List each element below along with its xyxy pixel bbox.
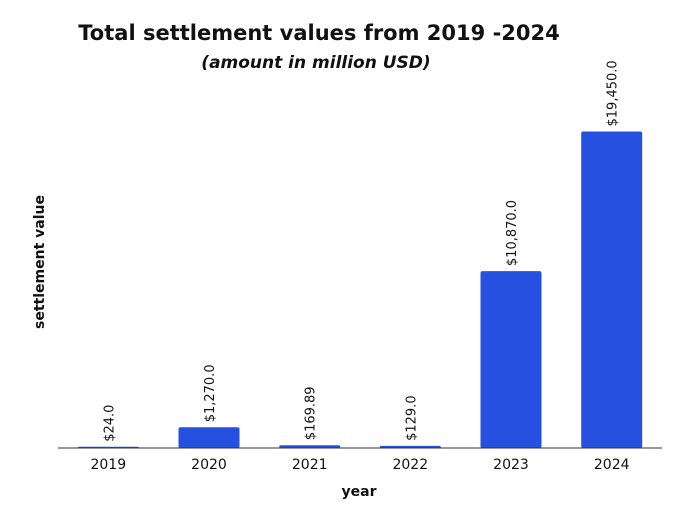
x-axis-title: year (342, 484, 377, 500)
bar-2020 (178, 427, 240, 448)
y-axis-title: settlement value (32, 195, 48, 329)
data-label-2020: $1,270.0 (203, 364, 218, 422)
bar-2023 (480, 271, 542, 448)
bar-2022 (379, 445, 441, 448)
x-tick-label-2020: 2020 (191, 457, 227, 473)
x-tick-label-2019: 2019 (90, 457, 126, 473)
data-label-2019: $24.0 (102, 405, 117, 442)
x-tick-label-2022: 2022 (392, 457, 428, 473)
bar-2021 (279, 445, 341, 448)
x-tick-label-2023: 2023 (493, 457, 529, 473)
bar-2024 (581, 131, 643, 448)
data-label-2021: $169.89 (304, 386, 319, 440)
x-tick-label-2021: 2021 (292, 457, 328, 473)
bars-group: 2019 $24.0 2020 $1,270.0 2021 $169.89 2022 $129… (77, 60, 643, 473)
data-label-2023: $10,870.0 (505, 200, 520, 266)
data-label-2024: $19,450.0 (606, 60, 621, 126)
chart-subtitle: (amount in million USD) (201, 53, 430, 73)
data-label-2022: $129.0 (404, 395, 419, 441)
chart-title: Total settlement values from 2019 -2024 (78, 21, 559, 45)
x-tick-label-2024: 2024 (594, 457, 630, 473)
